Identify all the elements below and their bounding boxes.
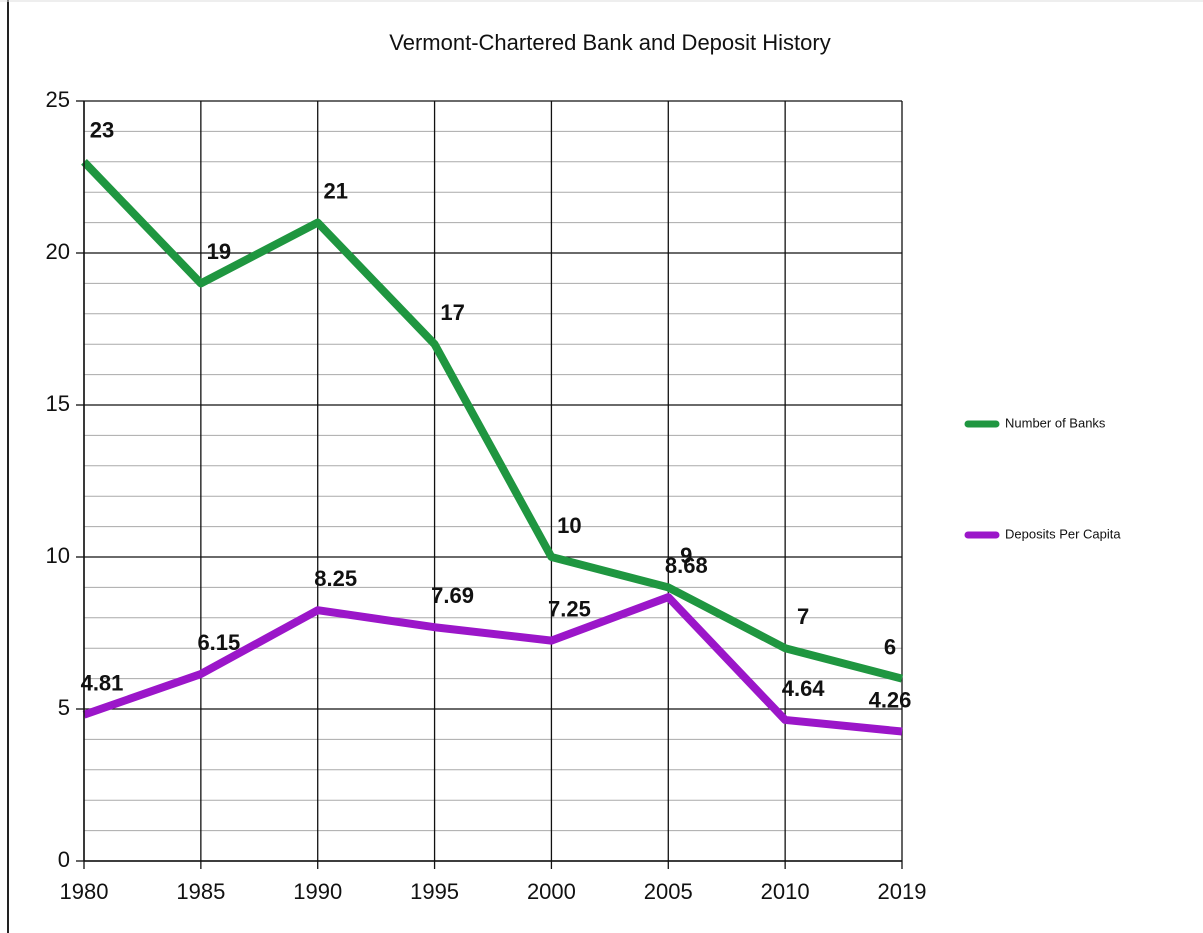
data-label: 21 [323, 178, 347, 203]
y-tick-label: 20 [46, 239, 70, 264]
data-label: 7.25 [548, 596, 591, 621]
data-label: 8.68 [665, 553, 708, 578]
y-tick-label: 5 [58, 695, 70, 720]
legend-label: Deposits Per Capita [1005, 526, 1121, 541]
y-tick-label: 15 [46, 391, 70, 416]
data-label: 17 [440, 300, 464, 325]
data-label: 10 [557, 513, 581, 538]
data-label: 4.81 [81, 671, 124, 696]
x-tick-label: 1990 [293, 879, 342, 904]
data-label: 8.25 [314, 566, 357, 591]
x-tick-label: 2000 [527, 879, 576, 904]
x-tick-label: 2019 [878, 879, 927, 904]
x-tick-label: 1980 [60, 879, 109, 904]
data-label: 19 [207, 239, 231, 264]
data-label: 6 [884, 634, 896, 659]
data-label: 6.15 [197, 630, 240, 655]
legend-label: Number of Banks [1005, 415, 1106, 430]
x-tick-label: 1985 [176, 879, 225, 904]
y-tick-label: 10 [46, 543, 70, 568]
line [82, 593, 903, 736]
x-tick-label: 2010 [761, 879, 810, 904]
data-label: 4.26 [869, 687, 912, 712]
y-tick-label: 25 [46, 87, 70, 112]
line [81, 159, 904, 683]
data-label: 23 [90, 118, 114, 143]
data-label: 7.69 [431, 583, 474, 608]
x-tick-label: 1995 [410, 879, 459, 904]
y-tick-label: 0 [58, 847, 70, 872]
x-tick-label: 2005 [644, 879, 693, 904]
data-label: 9 [680, 543, 692, 568]
data-label: 7 [797, 604, 809, 629]
chart-title: Vermont-Chartered Bank and Deposit Histo… [389, 30, 830, 55]
data-label: 4.64 [782, 676, 826, 701]
